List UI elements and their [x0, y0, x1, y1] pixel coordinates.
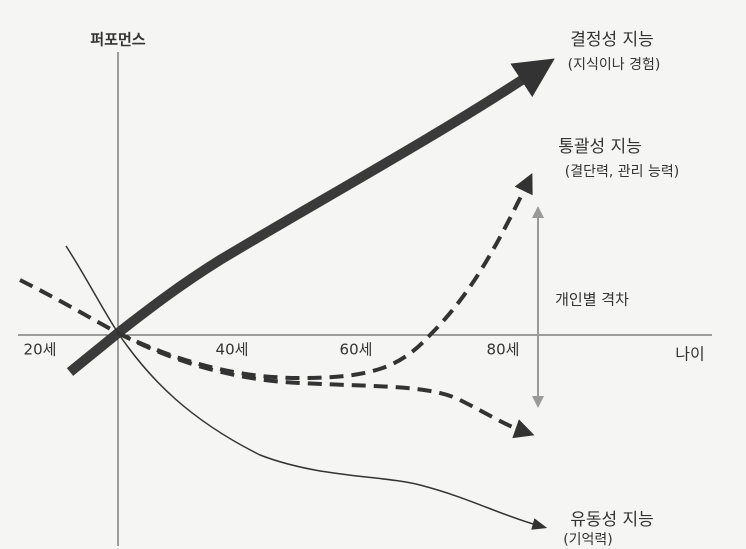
- x-tick-label: 60세: [340, 341, 373, 359]
- x-tick-label: 40세: [216, 341, 249, 359]
- curve-label: 유동성 지능: [570, 510, 654, 530]
- curve-sublabel: (지식이나 경험): [568, 57, 661, 73]
- curve-sublabel: (결단력, 관리 능력): [565, 164, 679, 180]
- crystallized-curve: [66, 58, 555, 376]
- x-tick-label: 80세: [487, 341, 520, 359]
- integrative-lower-curve: [117, 331, 535, 439]
- integrative-curve: [19, 173, 533, 381]
- y-axis-label: 퍼포먼스: [90, 31, 145, 49]
- curve-sublabel: (기억력): [563, 532, 613, 548]
- x-tick-label: 20세: [24, 341, 57, 359]
- curve-label: 결정성 지능: [570, 30, 654, 50]
- curve-label: 통괄성 지능: [558, 137, 642, 157]
- x-axis-label: 나이: [675, 345, 704, 364]
- fluid-curve: [65, 245, 548, 530]
- range-label: 개인별 격차: [555, 291, 629, 309]
